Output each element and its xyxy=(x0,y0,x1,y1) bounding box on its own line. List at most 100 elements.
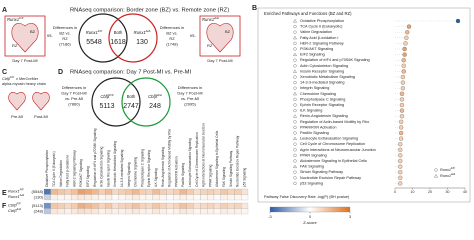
label: Valine Degradation xyxy=(59,160,63,187)
dot xyxy=(404,35,409,40)
heatmap-cell xyxy=(77,208,85,215)
heatmap-cell xyxy=(159,208,167,215)
label: x MerCreMer xyxy=(16,77,39,81)
heatmap-cell xyxy=(145,208,153,215)
label: Sirtuin Signaling Pathway xyxy=(300,170,343,174)
label: Integrin Signaling xyxy=(127,162,131,187)
heatmap-cell xyxy=(207,188,215,195)
label: Agrin Interactions at Neuromuscular Junc… xyxy=(202,123,206,187)
label: A xyxy=(2,7,7,14)
heatmap-cell xyxy=(152,208,160,215)
label: (7186) xyxy=(59,42,71,47)
label: Paxillin Signaling xyxy=(300,131,329,135)
heatmap-cell xyxy=(241,208,249,215)
heatmap-cell xyxy=(166,208,174,215)
label: (248) xyxy=(34,208,44,213)
dot xyxy=(399,108,405,113)
heatmap-cell xyxy=(132,202,140,209)
label: RNAseq comparison: Day 7 Post-MI vs. Pre… xyxy=(70,70,192,76)
heatmap-cell xyxy=(186,202,194,209)
label: HER-2 Signaling Pathway xyxy=(72,150,76,187)
dot xyxy=(399,114,405,119)
dot xyxy=(402,46,407,52)
label: Xenobiotic Metabolism Signaling xyxy=(300,75,355,79)
heatmap-cell xyxy=(241,194,249,201)
heatmap-cell xyxy=(145,188,153,195)
heatmap-cell xyxy=(118,194,126,201)
gene-name: Runx1 xyxy=(440,168,451,172)
label: Phospholipase C Signaling xyxy=(300,97,345,101)
label: Pre-MI xyxy=(11,114,23,119)
label: TCA Cycle II (Eukaryotic) xyxy=(52,151,56,187)
gene-label: CbfβF/F xyxy=(8,201,21,207)
heatmap-cell xyxy=(64,202,72,209)
label: Leukocyte Extravasation Signaling xyxy=(188,138,192,187)
dot xyxy=(399,91,405,96)
legend-marker: circle xyxy=(293,64,297,68)
legend-marker: circle xyxy=(293,30,297,34)
heatmap-cell xyxy=(200,208,208,215)
heart xyxy=(32,92,50,111)
label: Differences in xyxy=(53,25,77,30)
label: Actin Cytoskeleton Signaling xyxy=(300,64,348,68)
heatmap-cell xyxy=(152,202,160,209)
label: E xyxy=(2,190,7,197)
heatmap-cell xyxy=(145,194,153,201)
heatmap-cell xyxy=(64,208,72,215)
label: 130 xyxy=(136,39,148,46)
gene-label: Runx1F/F xyxy=(7,16,24,22)
venn-circle xyxy=(91,77,141,127)
label: FAK Signaling xyxy=(300,165,324,169)
heatmap-cell xyxy=(139,202,147,209)
heatmap-cell xyxy=(43,208,51,215)
label: Z-score xyxy=(303,220,317,225)
legend-marker: circle xyxy=(293,142,297,146)
heatmap-cell xyxy=(234,188,242,195)
dot xyxy=(399,97,405,102)
label: Integrin Signaling xyxy=(300,86,329,90)
label: Regulation of Actin-based Motility by Rh… xyxy=(300,120,369,124)
heatmap-cell xyxy=(77,194,85,201)
label: Differences in xyxy=(62,85,86,90)
heatmap-cell xyxy=(84,208,92,215)
gene-genotype: F/F xyxy=(17,201,21,205)
heatmap-cell xyxy=(91,202,99,209)
heatmap-cell xyxy=(166,202,174,209)
heatmap-cell xyxy=(105,208,113,215)
label: (1748) xyxy=(166,42,178,47)
label: PI3K/AKT Signaling xyxy=(300,47,333,51)
label: 5548 xyxy=(86,39,102,46)
heatmap-cell xyxy=(227,202,235,209)
gene-genotype: F/F xyxy=(19,16,24,20)
label: Fatty Acid β-oxidation I xyxy=(300,36,338,40)
heatmap-cell xyxy=(227,188,235,195)
label: ILK Signaling xyxy=(154,168,158,187)
dot xyxy=(455,18,461,24)
dot xyxy=(401,69,406,74)
label: PI3K/AKT Signaling xyxy=(79,159,83,187)
gene-label: Runx1Δ/Δ xyxy=(8,193,24,199)
heatmap-cell xyxy=(213,208,221,215)
heatmap-cell xyxy=(91,194,99,201)
heatmap-cell xyxy=(179,194,187,201)
gene-genotype: Δ/Δ xyxy=(450,172,456,176)
label: Regulation of Actin-based Motility by Rh… xyxy=(168,129,172,187)
dot xyxy=(400,74,406,80)
heatmap-cell xyxy=(71,194,79,201)
label: (5548) xyxy=(31,189,43,194)
label: RZ xyxy=(207,43,213,48)
label: vs. xyxy=(190,33,196,38)
heatmap-cell xyxy=(213,202,221,209)
heatmap-cell xyxy=(71,188,79,195)
legend-marker: circle xyxy=(293,108,297,113)
label: 20 xyxy=(428,190,432,194)
label: Xenobiotic Metabolism Signaling xyxy=(113,141,117,187)
gene-name: Runx1 xyxy=(202,17,214,22)
dot xyxy=(398,153,403,158)
label: B xyxy=(252,5,257,12)
heatmap-cell xyxy=(227,194,235,201)
heatmap-cell xyxy=(111,188,119,195)
dot xyxy=(406,24,412,29)
legend-marker: circle xyxy=(293,103,297,107)
legend-marker: circle xyxy=(434,168,438,172)
